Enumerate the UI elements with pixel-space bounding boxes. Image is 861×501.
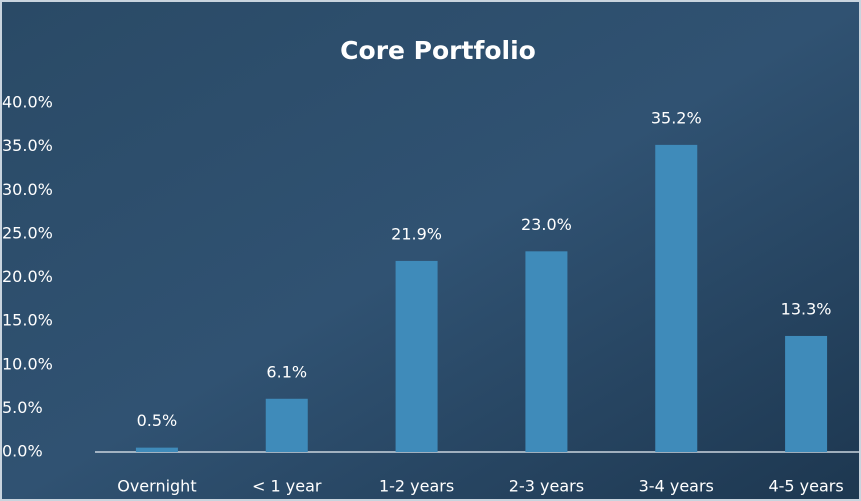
data-label: 35.2% xyxy=(651,108,702,127)
y-tick-label: 0.0% xyxy=(2,442,43,461)
bar xyxy=(265,398,308,452)
data-label: 13.3% xyxy=(781,299,832,318)
data-label: 0.5% xyxy=(137,411,178,430)
bar xyxy=(655,144,698,452)
y-tick-label: 35.0% xyxy=(2,136,53,155)
y-tick-label: 15.0% xyxy=(2,311,53,330)
x-tick-label: Overnight xyxy=(117,477,196,496)
data-label: 23.0% xyxy=(521,215,572,234)
bar xyxy=(525,251,568,452)
chart-title: Core Portfolio xyxy=(340,36,536,65)
y-tick-label: 20.0% xyxy=(2,267,53,286)
y-tick-label: 25.0% xyxy=(2,223,53,242)
x-tick-label: 4-5 years xyxy=(768,477,843,496)
y-tick-label: 30.0% xyxy=(2,180,53,199)
x-tick-label: 3-4 years xyxy=(639,477,714,496)
y-tick-label: 40.0% xyxy=(2,93,53,112)
x-tick-label: < 1 year xyxy=(252,477,322,496)
x-tick-label: 1-2 years xyxy=(379,477,454,496)
bar xyxy=(135,447,178,452)
y-tick-label: 5.0% xyxy=(2,398,43,417)
y-tick-label: 10.0% xyxy=(2,354,53,373)
data-label: 21.9% xyxy=(391,224,442,243)
bar xyxy=(395,260,438,452)
data-label: 6.1% xyxy=(266,362,307,381)
bar xyxy=(785,335,828,452)
x-tick-label: 2-3 years xyxy=(509,477,584,496)
